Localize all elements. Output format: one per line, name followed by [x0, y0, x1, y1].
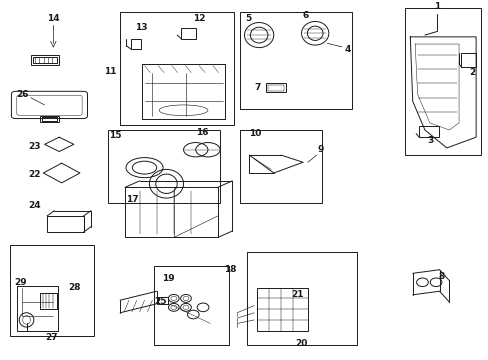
Bar [42, 117, 57, 121]
Text: 25: 25 [154, 297, 166, 306]
Text: 5: 5 [245, 14, 251, 23]
Text: 29: 29 [14, 278, 27, 287]
Bar [47, 216, 83, 232]
Bar [418, 126, 438, 137]
Text: 26: 26 [17, 90, 29, 99]
Text: 28: 28 [68, 283, 81, 292]
Text: 1: 1 [433, 2, 439, 11]
Bar [181, 28, 195, 39]
Text: 6: 6 [302, 11, 307, 20]
Text: 3: 3 [427, 136, 433, 145]
Bar [31, 55, 59, 65]
Bar [158, 297, 167, 304]
Bar [17, 286, 58, 330]
Bar [239, 130, 321, 203]
Bar [256, 288, 307, 330]
Text: 23: 23 [28, 141, 41, 150]
Text: 11: 11 [104, 67, 117, 76]
Bar [40, 293, 57, 309]
Text: 12: 12 [193, 14, 205, 23]
Text: 8: 8 [438, 273, 444, 282]
Text: 17: 17 [126, 195, 139, 204]
Bar [266, 84, 285, 93]
Bar [131, 39, 141, 49]
Text: 20: 20 [295, 339, 307, 348]
Text: 18: 18 [224, 265, 236, 274]
Bar [246, 252, 356, 345]
Text: 9: 9 [317, 145, 324, 154]
Bar [120, 12, 233, 125]
Text: 22: 22 [28, 170, 41, 179]
Bar [40, 116, 59, 122]
Bar [108, 130, 220, 203]
Text: 4: 4 [344, 45, 350, 54]
Text: 14: 14 [47, 14, 60, 23]
Bar [461, 53, 475, 67]
Text: 15: 15 [109, 131, 122, 140]
Bar [154, 266, 228, 345]
Bar [125, 187, 217, 238]
Bar [267, 85, 284, 91]
Bar [33, 57, 57, 63]
Text: 16: 16 [195, 129, 208, 138]
Bar [10, 245, 94, 336]
Bar [239, 12, 351, 108]
Bar [405, 8, 480, 155]
Text: 27: 27 [45, 333, 58, 342]
Text: 24: 24 [28, 201, 41, 210]
Text: 19: 19 [161, 274, 174, 283]
Text: 13: 13 [135, 23, 147, 32]
Text: 2: 2 [468, 68, 474, 77]
Text: 10: 10 [249, 129, 261, 138]
Text: 7: 7 [254, 82, 260, 91]
Text: 21: 21 [290, 290, 303, 299]
